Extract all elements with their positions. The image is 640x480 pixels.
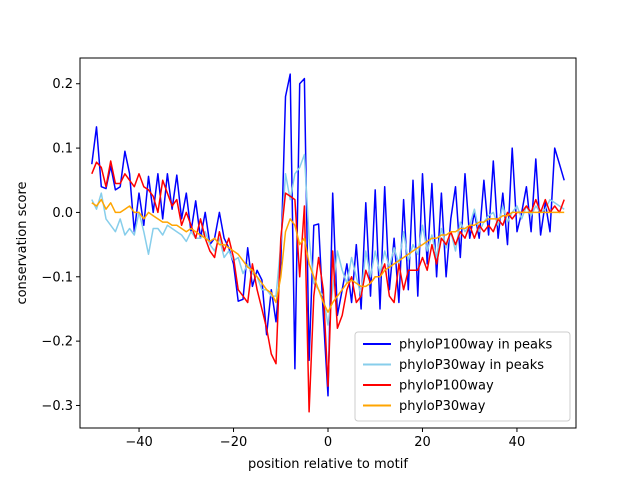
legend-label: phyloP100way in peaks — [399, 338, 553, 353]
y-axis: 0.2 0.1 0.0 −0.1 −0.2 −0.3 — [41, 77, 80, 414]
x-tick-label: 0 — [324, 435, 332, 450]
y-tick-label: 0.1 — [52, 142, 73, 157]
x-axis: −40 −20 0 20 40 — [125, 428, 525, 450]
x-tick-label: −20 — [220, 435, 247, 450]
y-tick-label: −0.3 — [41, 399, 73, 414]
series-line-3 — [91, 160, 565, 413]
series-layer — [91, 73, 565, 413]
y-tick-label: 0.0 — [52, 206, 73, 221]
y-axis-label: conservation score — [15, 181, 30, 304]
x-tick-label: −40 — [125, 435, 152, 450]
legend-label: phyloP30way in peaks — [399, 358, 544, 373]
legend-label: phyloP30way — [399, 399, 486, 414]
x-tick-label: 40 — [509, 435, 526, 450]
legend: phyloP100way in peaks phyloP30way in peak… — [354, 331, 571, 422]
y-tick-label: −0.2 — [41, 335, 73, 350]
y-tick-label: 0.2 — [52, 77, 73, 92]
legend-label: phyloP100way — [399, 379, 494, 394]
series-line-4 — [91, 198, 565, 313]
x-axis-label: position relative to motif — [248, 457, 408, 472]
legend-box — [354, 331, 571, 422]
x-tick-label: 20 — [414, 435, 431, 450]
series-line-1 — [91, 73, 565, 397]
y-tick-label: −0.1 — [41, 270, 73, 285]
series-line-2 — [91, 153, 565, 326]
